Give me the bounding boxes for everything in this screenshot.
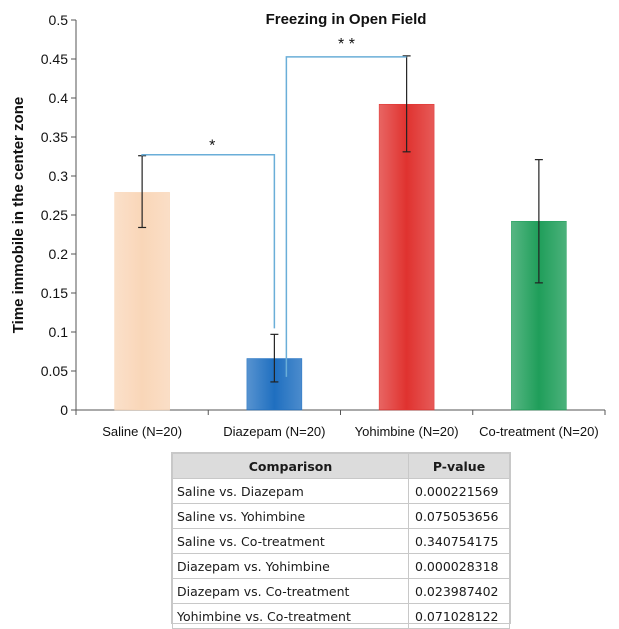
table-row: Yohimbine vs. Co-treatment 0.071028122 bbox=[172, 603, 510, 629]
x-tick-label: Diazepam (N=20) bbox=[223, 424, 325, 439]
table-row: Saline vs. Diazepam 0.000221569 bbox=[172, 478, 510, 504]
p-value-cell: 0.023987402 bbox=[408, 578, 510, 604]
x-tick-labels: Saline (N=20) Diazepam (N=20) Yohimbine (N… bbox=[102, 424, 598, 439]
significance-marker: * bbox=[209, 138, 215, 155]
comparison-cell: Diazepam vs. Co-treatment bbox=[172, 578, 409, 604]
p-value-cell: 0.340754175 bbox=[408, 528, 510, 554]
comparison-cell: Saline vs. Co-treatment bbox=[172, 528, 409, 554]
comparison-cell: Saline vs. Yohimbine bbox=[172, 503, 409, 529]
y-tick-label: 0.45 bbox=[41, 51, 68, 67]
significance-bracket bbox=[141, 153, 276, 329]
significance-brackets: * * * bbox=[141, 36, 407, 377]
table-row: Saline vs. Yohimbine 0.075053656 bbox=[172, 503, 510, 529]
column-header-comparison: Comparison bbox=[172, 453, 409, 479]
error-bars bbox=[138, 55, 543, 383]
p-value-cell: 0.000221569 bbox=[408, 478, 510, 504]
y-tick-label: 0.15 bbox=[41, 285, 68, 301]
chart-title: Freezing in Open Field bbox=[266, 11, 427, 28]
comparison-cell: Saline vs. Diazepam bbox=[172, 478, 409, 504]
y-axis-label: Time immobile in the center zone bbox=[10, 97, 27, 333]
p-value-cell: 0.075053656 bbox=[408, 503, 510, 529]
y-tick-label: 0.5 bbox=[49, 12, 69, 28]
y-tick-label: 0.1 bbox=[49, 324, 69, 340]
significance-bracket bbox=[285, 56, 407, 377]
bar bbox=[378, 103, 435, 411]
x-tick-label: Yohimbine (N=20) bbox=[355, 424, 459, 439]
y-tick-label: 0.2 bbox=[49, 246, 69, 262]
p-value-cell: 0.071028122 bbox=[408, 603, 510, 629]
table-row: Saline vs. Co-treatment 0.340754175 bbox=[172, 528, 510, 554]
y-tick-label: 0.4 bbox=[49, 90, 69, 106]
y-axis: 0 0.05 0.1 0.15 0.2 0.25 0.3 0.35 0.4 0.45 0.5 bbox=[41, 12, 606, 418]
table-header-row: Comparison P-value bbox=[172, 453, 510, 479]
p-value-table-container: Comparison P-value Saline vs. Diazepam 0… bbox=[171, 452, 511, 629]
column-header-p-value: P-value bbox=[408, 453, 510, 479]
y-tick-label: 0.25 bbox=[41, 207, 68, 223]
x-tick-label: Saline (N=20) bbox=[102, 424, 182, 439]
x-tick-label: Co-treatment (N=20) bbox=[479, 424, 599, 439]
table-row: Diazepam vs. Co-treatment 0.023987402 bbox=[172, 578, 510, 604]
p-value-cell: 0.000028318 bbox=[408, 553, 510, 579]
bars bbox=[114, 103, 567, 411]
comparison-cell: Diazepam vs. Yohimbine bbox=[172, 553, 409, 579]
y-tick-label: 0 bbox=[60, 402, 68, 418]
significance-marker: * * bbox=[338, 36, 355, 53]
y-tick-label: 0.3 bbox=[49, 168, 69, 184]
bar-chart: Freezing in Open Field Time immobile in … bbox=[10, 11, 606, 439]
table-row: Diazepam vs. Yohimbine 0.000028318 bbox=[172, 553, 510, 579]
comparison-cell: Yohimbine vs. Co-treatment bbox=[172, 603, 409, 629]
y-tick-label: 0.05 bbox=[41, 363, 68, 379]
y-tick-label: 0.35 bbox=[41, 129, 68, 145]
p-value-table: Comparison P-value Saline vs. Diazepam 0… bbox=[172, 453, 510, 629]
